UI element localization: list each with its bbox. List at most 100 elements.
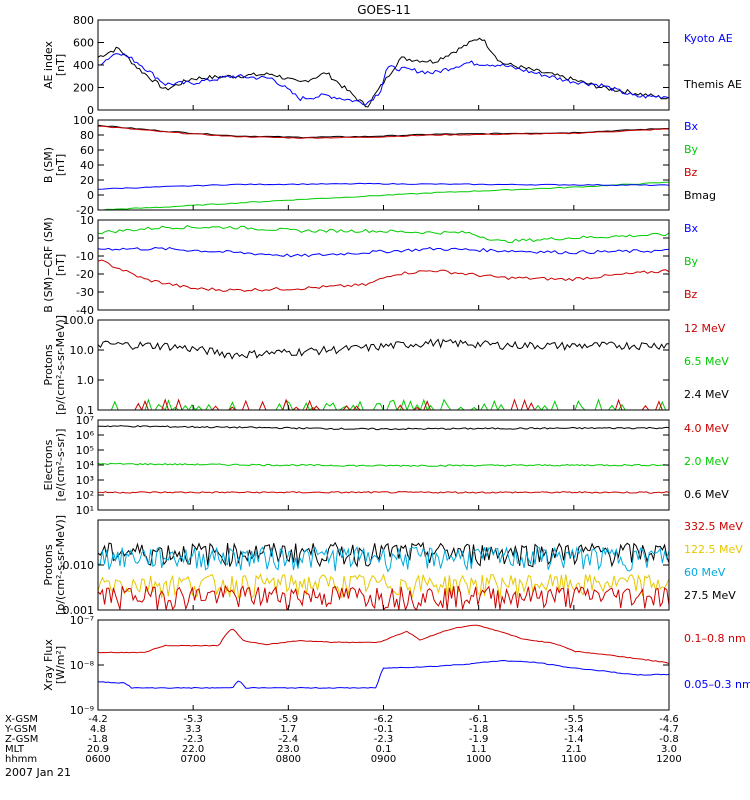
series-line: [98, 182, 669, 190]
panel-b: 100 80 60 40 20 0 -20 B (SM) [nT] Bx By Bz Bmag: [42, 114, 716, 217]
legend-entry: Bx: [684, 222, 699, 235]
axis-row-value: -1.4: [564, 734, 584, 745]
panel-frame: [97, 619, 670, 711]
y-tick-label: 10.0: [70, 344, 95, 357]
y-axis-label: [p/(cm²-s-sr-MeV)]: [54, 515, 67, 615]
series-line: [98, 462, 669, 467]
panel-lep: 0.010 0.001 Protons [p/(cm²-s-sr-MeV)] 332.5…: [42, 515, 743, 617]
axis-row-value: -4.6: [659, 714, 679, 725]
axis-row-value: -5.9: [279, 714, 299, 725]
panel-frame: [97, 219, 670, 311]
y-axis-label: Electrons: [42, 439, 55, 490]
series-line: [98, 624, 669, 664]
series-line: [98, 246, 669, 258]
legend-entry: 0.1–0.8 nm: [684, 632, 746, 645]
axis-row-value: -1.8: [469, 724, 489, 735]
series-line: [98, 491, 669, 494]
axis-row-value: -6.2: [374, 714, 394, 725]
axis-row-value: -2.4: [279, 734, 299, 745]
y-axis-label: [nT]: [54, 154, 67, 176]
legend-entry: 12 MeV: [684, 322, 726, 335]
y-axis-label: [e/(cm²-s-sr)]: [54, 429, 67, 502]
legend-entry: 6.5 MeV: [684, 355, 729, 368]
axis-row-label: Y-GSM: [4, 724, 37, 735]
series-line: [98, 338, 669, 360]
y-tick-label: 10⁷: [76, 414, 94, 427]
legend-entry: Themis AE: [683, 78, 742, 91]
axis-row-label: MLT: [5, 744, 25, 755]
axis-row-value: 20.9: [87, 744, 109, 755]
axis-row-value: -4.2: [88, 714, 108, 725]
y-tick-label: 0.1: [77, 404, 95, 417]
y-tick-label: 100: [73, 114, 94, 127]
panel-el: 10⁷ 10⁶ 10⁵ 10⁴ 10³ 10² 10¹ Electrons [e/(cm²-s-…: [42, 414, 729, 517]
axis-row-value: -2.3: [374, 734, 394, 745]
y-tick-label: -10: [76, 250, 94, 263]
y-tick-label: 0: [87, 232, 94, 245]
y-tick-label: -20: [76, 268, 94, 281]
y-tick-label: 800: [73, 14, 94, 27]
series-line: [98, 53, 669, 106]
y-axis-label: Xray Flux: [42, 639, 55, 691]
axis-row-value: -4.7: [659, 724, 679, 735]
y-tick-label: 80: [80, 129, 94, 142]
panel-frame: [97, 19, 670, 111]
series-line: [98, 37, 669, 108]
axis-row-label: X-GSM: [5, 714, 38, 725]
axis-row-value: 22.0: [182, 744, 204, 755]
axis-row-value: 2.1: [566, 744, 582, 755]
y-tick-label: 10⁻⁷: [70, 614, 94, 627]
panel-bdiff: 10 0 -10 -20 -30 -40 B (SM)−CRF (SM) [nT] Bx By Bz: [42, 214, 699, 317]
axis-row-value: 1.1: [471, 744, 487, 755]
axis-row-value: 0900: [371, 754, 396, 765]
legend-entry: Kyoto AE: [684, 32, 733, 45]
axis-row-value: -1.8: [88, 734, 108, 745]
series-line: [98, 425, 669, 431]
y-axis-label: B (SM)−CRF (SM): [42, 217, 55, 313]
series-line: [98, 125, 669, 139]
panel-frame: [97, 319, 670, 411]
y-axis-label: Protons: [42, 344, 55, 385]
y-tick-label: 10³: [76, 474, 94, 487]
y-axis-label: [nT]: [54, 54, 67, 76]
y-tick-label: 0: [87, 189, 94, 202]
y-tick-label: -40: [76, 304, 94, 317]
axis-row-value: 23.0: [277, 744, 299, 755]
y-tick-label: 0.010: [63, 559, 95, 572]
axis-row-value: 1100: [561, 754, 586, 765]
legend-entry: Bx: [684, 120, 699, 133]
axis-row-value: 0800: [276, 754, 301, 765]
axis-row-value: 3.3: [185, 724, 201, 735]
legend-entry: 2.0 MeV: [684, 455, 729, 468]
y-tick-label: 10⁶: [76, 429, 95, 442]
y-tick-label: 1.0: [77, 374, 95, 387]
legend-entry: By: [684, 143, 699, 156]
y-tick-label: 600: [73, 37, 94, 50]
legend-entry: 0.05–0.3 nm: [684, 678, 750, 691]
y-axis-label: AE index: [42, 40, 55, 89]
legend-entry: 0.6 MeV: [684, 488, 729, 501]
legend-entry: 122.5 MeV: [684, 543, 743, 556]
y-tick-label: 60: [80, 144, 94, 157]
axis-row-value: -0.1: [374, 724, 394, 735]
y-tick-label: 10⁻⁸: [70, 659, 95, 672]
axis-row-value: 0.1: [376, 744, 392, 755]
axis-row-value: 0700: [180, 754, 205, 765]
date-label: 2007 Jan 21: [5, 766, 71, 779]
legend-entry: By: [684, 255, 699, 268]
panel-xray: 10⁻⁷ 10⁻⁸ 10⁻⁹ Xray Flux [W/m²] 0.1–0.8 nm 0.0…: [42, 614, 750, 717]
axis-row-label: Z-GSM: [5, 734, 38, 745]
legend-entry: 4.0 MeV: [684, 422, 729, 435]
series-line: [98, 225, 669, 244]
y-tick-label: 10²: [76, 489, 94, 502]
y-axis-label: Protons: [42, 544, 55, 585]
y-tick-label: 10⁴: [76, 459, 95, 472]
series-line: [98, 259, 669, 292]
legend-entry: 27.5 MeV: [684, 589, 736, 602]
axis-row-value: -3.4: [564, 724, 584, 735]
axis-row-value: -2.3: [183, 734, 203, 745]
panel-hep: 100.0 10.0 1.0 0.1 Protons [p/(cm²-s-sr-MeV)]…: [42, 314, 729, 417]
y-tick-label: 20: [80, 174, 94, 187]
y-tick-label: 0: [87, 104, 94, 117]
